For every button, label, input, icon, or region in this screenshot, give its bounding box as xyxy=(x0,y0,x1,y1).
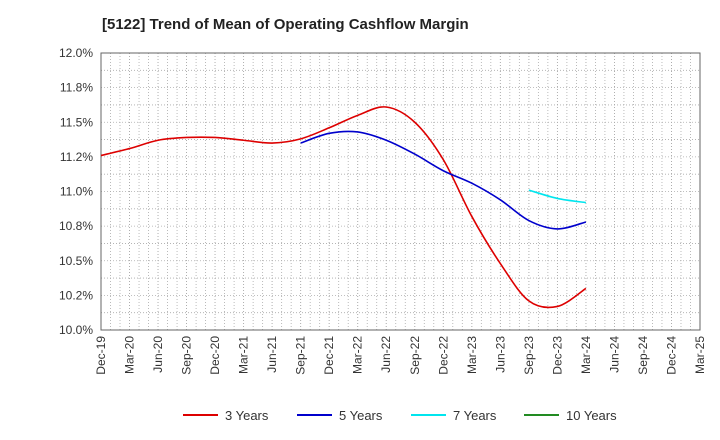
plot-frame xyxy=(100,52,701,331)
x-tick-label: Dec-22 xyxy=(436,336,450,375)
x-tick-label: Mar-20 xyxy=(123,336,137,374)
x-tick-label: Jun-20 xyxy=(151,336,165,373)
x-tick-label: Sep-23 xyxy=(522,336,536,375)
series-line-1 xyxy=(300,130,587,230)
legend-label-0: 3 Years xyxy=(225,408,269,423)
y-tick-label: 11.8% xyxy=(60,81,93,95)
x-tick-label: Sep-22 xyxy=(408,336,422,375)
x-tick-label: Dec-24 xyxy=(664,336,678,375)
series-line-0 xyxy=(100,106,587,309)
y-tick-label: 10.5% xyxy=(59,254,93,268)
legend-label-3: 10 Years xyxy=(566,408,617,423)
x-tick-label: Mar-25 xyxy=(693,336,707,374)
x-tick-label: Sep-20 xyxy=(180,336,194,375)
x-tick-label: Mar-21 xyxy=(237,336,251,374)
x-tick-label: Mar-22 xyxy=(351,336,365,374)
x-tick-label: Jun-22 xyxy=(379,336,393,373)
x-tick-label: Dec-20 xyxy=(208,336,222,375)
x-tick-label: Sep-21 xyxy=(294,336,308,375)
y-tick-label: 11.0% xyxy=(60,185,93,199)
x-tick-label: Dec-19 xyxy=(94,336,108,375)
legend-label-1: 5 Years xyxy=(339,408,383,423)
legend-layer: 3 Years 5 Years 7 Years 10 Years xyxy=(183,408,617,423)
x-tick-label: Mar-23 xyxy=(465,336,479,374)
x-tick-label: Jun-24 xyxy=(607,336,621,373)
series-line-2 xyxy=(528,189,587,204)
x-tick-label: Dec-23 xyxy=(550,336,564,375)
axis-layer: 10.0% 10.2% 10.5% 10.8% 11.0% 11.2% 11.5% 11.8%… xyxy=(59,46,707,375)
y-tick-label: 10.0% xyxy=(59,323,93,337)
legend-label-2: 7 Years xyxy=(453,408,497,423)
y-tick-label: 10.8% xyxy=(59,219,93,233)
x-tick-label: Jun-21 xyxy=(265,336,279,373)
x-tick-label: Sep-24 xyxy=(636,336,650,375)
y-tick-label: 11.5% xyxy=(60,115,93,129)
y-tick-label: 12.0% xyxy=(59,46,93,60)
x-tick-label: Mar-24 xyxy=(579,336,593,374)
grid-layer xyxy=(100,52,701,331)
series-layer xyxy=(100,106,587,309)
x-tick-label: Dec-21 xyxy=(322,336,336,375)
chart-title: [5122] Trend of Mean of Operating Cashfl… xyxy=(102,16,469,33)
y-tick-label: 11.2% xyxy=(60,150,93,164)
x-tick-label: Jun-23 xyxy=(493,336,507,373)
y-tick-label: 10.2% xyxy=(59,288,93,302)
